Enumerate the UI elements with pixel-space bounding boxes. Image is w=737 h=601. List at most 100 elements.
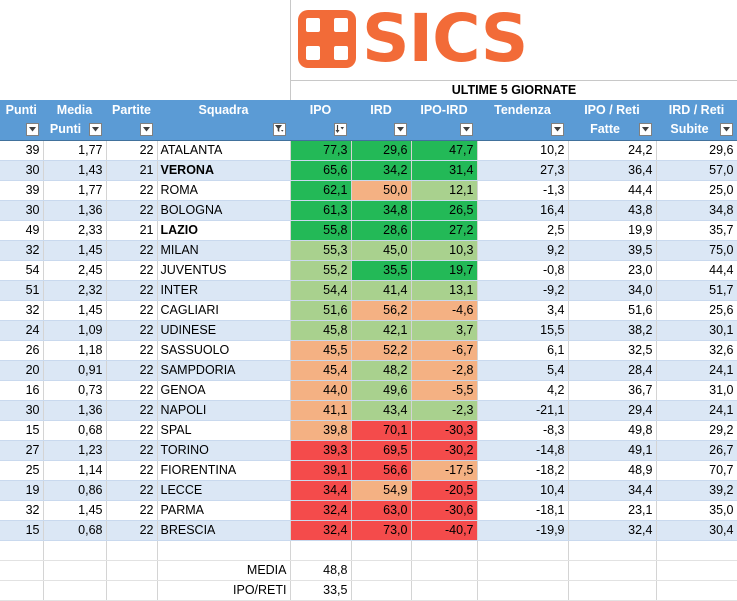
cell-ird[interactable]: 52,2 bbox=[351, 340, 412, 361]
cell-ird-reti[interactable]: 29,6 bbox=[656, 140, 737, 161]
cell-ird[interactable]: 43,4 bbox=[351, 400, 412, 421]
table-row[interactable]: 24 1,09 22 UDINESE 45,8 42,1 3,7 15,5 38,2 30,1 bbox=[0, 320, 737, 341]
cell-tendenza[interactable]: -21,1 bbox=[477, 400, 569, 421]
cell-squadra[interactable]: CAGLIARI bbox=[157, 300, 291, 321]
cell-punti[interactable]: 24 bbox=[0, 320, 44, 341]
cell-ird-reti[interactable]: 24,1 bbox=[656, 360, 737, 381]
cell-ipo[interactable]: 77,3 bbox=[290, 140, 352, 161]
cell-punti[interactable]: 30 bbox=[0, 160, 44, 181]
cell-ipo-reti[interactable]: 38,2 bbox=[568, 320, 657, 341]
cell-ipo-ird[interactable]: 27,2 bbox=[411, 220, 478, 241]
summary-value[interactable]: 48,8 bbox=[290, 560, 352, 581]
cell-ipo-ird[interactable]: 10,3 bbox=[411, 240, 478, 261]
cell-ipo[interactable]: 62,1 bbox=[290, 180, 352, 201]
cell-ipo[interactable]: 32,4 bbox=[290, 500, 352, 521]
cell-squadra[interactable]: LAZIO bbox=[157, 220, 291, 241]
cell-partite[interactable]: 22 bbox=[106, 200, 158, 221]
filter-dropdown-tendenza[interactable] bbox=[550, 123, 564, 136]
empty-cell[interactable] bbox=[43, 560, 107, 581]
cell-ipo-ird[interactable]: 47,7 bbox=[411, 140, 478, 161]
table-row[interactable]: 25 1,14 22 FIORENTINA 39,1 56,6 -17,5 -18,2 48,9… bbox=[0, 460, 737, 481]
cell-tendenza[interactable]: -18,2 bbox=[477, 460, 569, 481]
empty-cell[interactable] bbox=[477, 580, 569, 601]
cell-media[interactable]: 1,14 bbox=[43, 460, 107, 481]
cell-tendenza[interactable]: 27,3 bbox=[477, 160, 569, 181]
cell-ipo-reti[interactable]: 49,8 bbox=[568, 420, 657, 441]
cell-tendenza[interactable]: -0,8 bbox=[477, 260, 569, 281]
cell-punti[interactable]: 20 bbox=[0, 360, 44, 381]
cell-ipo[interactable]: 32,4 bbox=[290, 520, 352, 541]
cell-ipo[interactable]: 45,5 bbox=[290, 340, 352, 361]
filter-dropdown-punti[interactable] bbox=[25, 123, 39, 136]
cell-ipo-reti[interactable]: 23,0 bbox=[568, 260, 657, 281]
cell-ird-reti[interactable]: 25,0 bbox=[656, 180, 737, 201]
cell-ird[interactable]: 56,6 bbox=[351, 460, 412, 481]
empty-cell[interactable] bbox=[351, 540, 412, 561]
cell-media[interactable]: 1,36 bbox=[43, 200, 107, 221]
cell-squadra[interactable]: SPAL bbox=[157, 420, 291, 441]
cell-ipo-ird[interactable]: 31,4 bbox=[411, 160, 478, 181]
cell-ird-reti[interactable]: 35,0 bbox=[656, 500, 737, 521]
cell-ird-reti[interactable]: 30,1 bbox=[656, 320, 737, 341]
empty-cell[interactable] bbox=[351, 580, 412, 601]
cell-punti[interactable]: 30 bbox=[0, 200, 44, 221]
table-row[interactable]: 54 2,45 22 JUVENTUS 55,2 35,5 19,7 -0,8 23,0 44,4 bbox=[0, 260, 737, 281]
cell-partite[interactable]: 22 bbox=[106, 240, 158, 261]
empty-cell[interactable] bbox=[477, 560, 569, 581]
table-row[interactable]: 32 1,45 22 CAGLIARI 51,6 56,2 -4,6 3,4 51,6 25,6 bbox=[0, 300, 737, 321]
cell-media[interactable]: 2,33 bbox=[43, 220, 107, 241]
cell-punti[interactable]: 39 bbox=[0, 180, 44, 201]
filter-dropdown-partite[interactable] bbox=[139, 123, 153, 136]
cell-partite[interactable]: 22 bbox=[106, 460, 158, 481]
cell-squadra[interactable]: TORINO bbox=[157, 440, 291, 461]
cell-ipo[interactable]: 54,4 bbox=[290, 280, 352, 301]
table-row[interactable]: 39 1,77 22 ATALANTA 77,3 29,6 47,7 10,2 24,2 29,6 bbox=[0, 140, 737, 161]
cell-punti[interactable]: 27 bbox=[0, 440, 44, 461]
cell-tendenza[interactable]: 15,5 bbox=[477, 320, 569, 341]
cell-squadra[interactable]: ROMA bbox=[157, 180, 291, 201]
cell-ipo-reti[interactable]: 19,9 bbox=[568, 220, 657, 241]
cell-tendenza[interactable]: -19,9 bbox=[477, 520, 569, 541]
cell-ird[interactable]: 50,0 bbox=[351, 180, 412, 201]
cell-tendenza[interactable]: 9,2 bbox=[477, 240, 569, 261]
empty-cell[interactable] bbox=[568, 580, 657, 601]
cell-partite[interactable]: 22 bbox=[106, 140, 158, 161]
empty-cell[interactable] bbox=[351, 560, 412, 581]
cell-ird[interactable]: 28,6 bbox=[351, 220, 412, 241]
cell-ipo-reti[interactable]: 36,4 bbox=[568, 160, 657, 181]
cell-ipo[interactable]: 55,8 bbox=[290, 220, 352, 241]
cell-tendenza[interactable]: 16,4 bbox=[477, 200, 569, 221]
table-row[interactable]: 15 0,68 22 BRESCIA 32,4 73,0 -40,7 -19,9 32,4 30,… bbox=[0, 520, 737, 541]
cell-partite[interactable]: 22 bbox=[106, 400, 158, 421]
table-row[interactable]: 51 2,32 22 INTER 54,4 41,4 13,1 -9,2 34,0 51,7 bbox=[0, 280, 737, 301]
table-row[interactable]: 15 0,68 22 SPAL 39,8 70,1 -30,3 -8,3 49,8 29,2 bbox=[0, 420, 737, 441]
cell-ipo-ird[interactable]: -2,3 bbox=[411, 400, 478, 421]
cell-ird[interactable]: 48,2 bbox=[351, 360, 412, 381]
cell-punti[interactable]: 32 bbox=[0, 500, 44, 521]
cell-punti[interactable]: 26 bbox=[0, 340, 44, 361]
cell-partite[interactable]: 22 bbox=[106, 440, 158, 461]
cell-ird[interactable]: 34,2 bbox=[351, 160, 412, 181]
cell-ird-reti[interactable]: 24,1 bbox=[656, 400, 737, 421]
empty-cell[interactable] bbox=[477, 540, 569, 561]
cell-ird[interactable]: 70,1 bbox=[351, 420, 412, 441]
cell-ipo-reti[interactable]: 23,1 bbox=[568, 500, 657, 521]
cell-ipo-reti[interactable]: 28,4 bbox=[568, 360, 657, 381]
cell-partite[interactable]: 22 bbox=[106, 180, 158, 201]
cell-tendenza[interactable]: 10,2 bbox=[477, 140, 569, 161]
cell-ipo[interactable]: 39,1 bbox=[290, 460, 352, 481]
cell-ird[interactable]: 49,6 bbox=[351, 380, 412, 401]
cell-partite[interactable]: 22 bbox=[106, 260, 158, 281]
cell-ird[interactable]: 54,9 bbox=[351, 480, 412, 501]
cell-ipo[interactable]: 55,3 bbox=[290, 240, 352, 261]
cell-ipo[interactable]: 39,8 bbox=[290, 420, 352, 441]
cell-punti[interactable]: 32 bbox=[0, 300, 44, 321]
cell-punti[interactable]: 32 bbox=[0, 240, 44, 261]
empty-cell[interactable] bbox=[0, 540, 44, 561]
cell-ipo-reti[interactable]: 36,7 bbox=[568, 380, 657, 401]
cell-tendenza[interactable]: 10,4 bbox=[477, 480, 569, 501]
cell-punti[interactable]: 15 bbox=[0, 520, 44, 541]
cell-partite[interactable]: 22 bbox=[106, 340, 158, 361]
cell-ipo[interactable]: 65,6 bbox=[290, 160, 352, 181]
cell-squadra[interactable]: INTER bbox=[157, 280, 291, 301]
